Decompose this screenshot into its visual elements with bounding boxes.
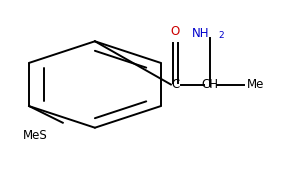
Text: CH: CH	[202, 78, 219, 91]
Text: 2: 2	[219, 31, 224, 40]
Text: O: O	[171, 25, 180, 38]
Text: Me: Me	[247, 78, 264, 91]
Text: NH: NH	[192, 27, 210, 40]
Text: MeS: MeS	[23, 129, 48, 142]
Text: C: C	[171, 78, 179, 91]
